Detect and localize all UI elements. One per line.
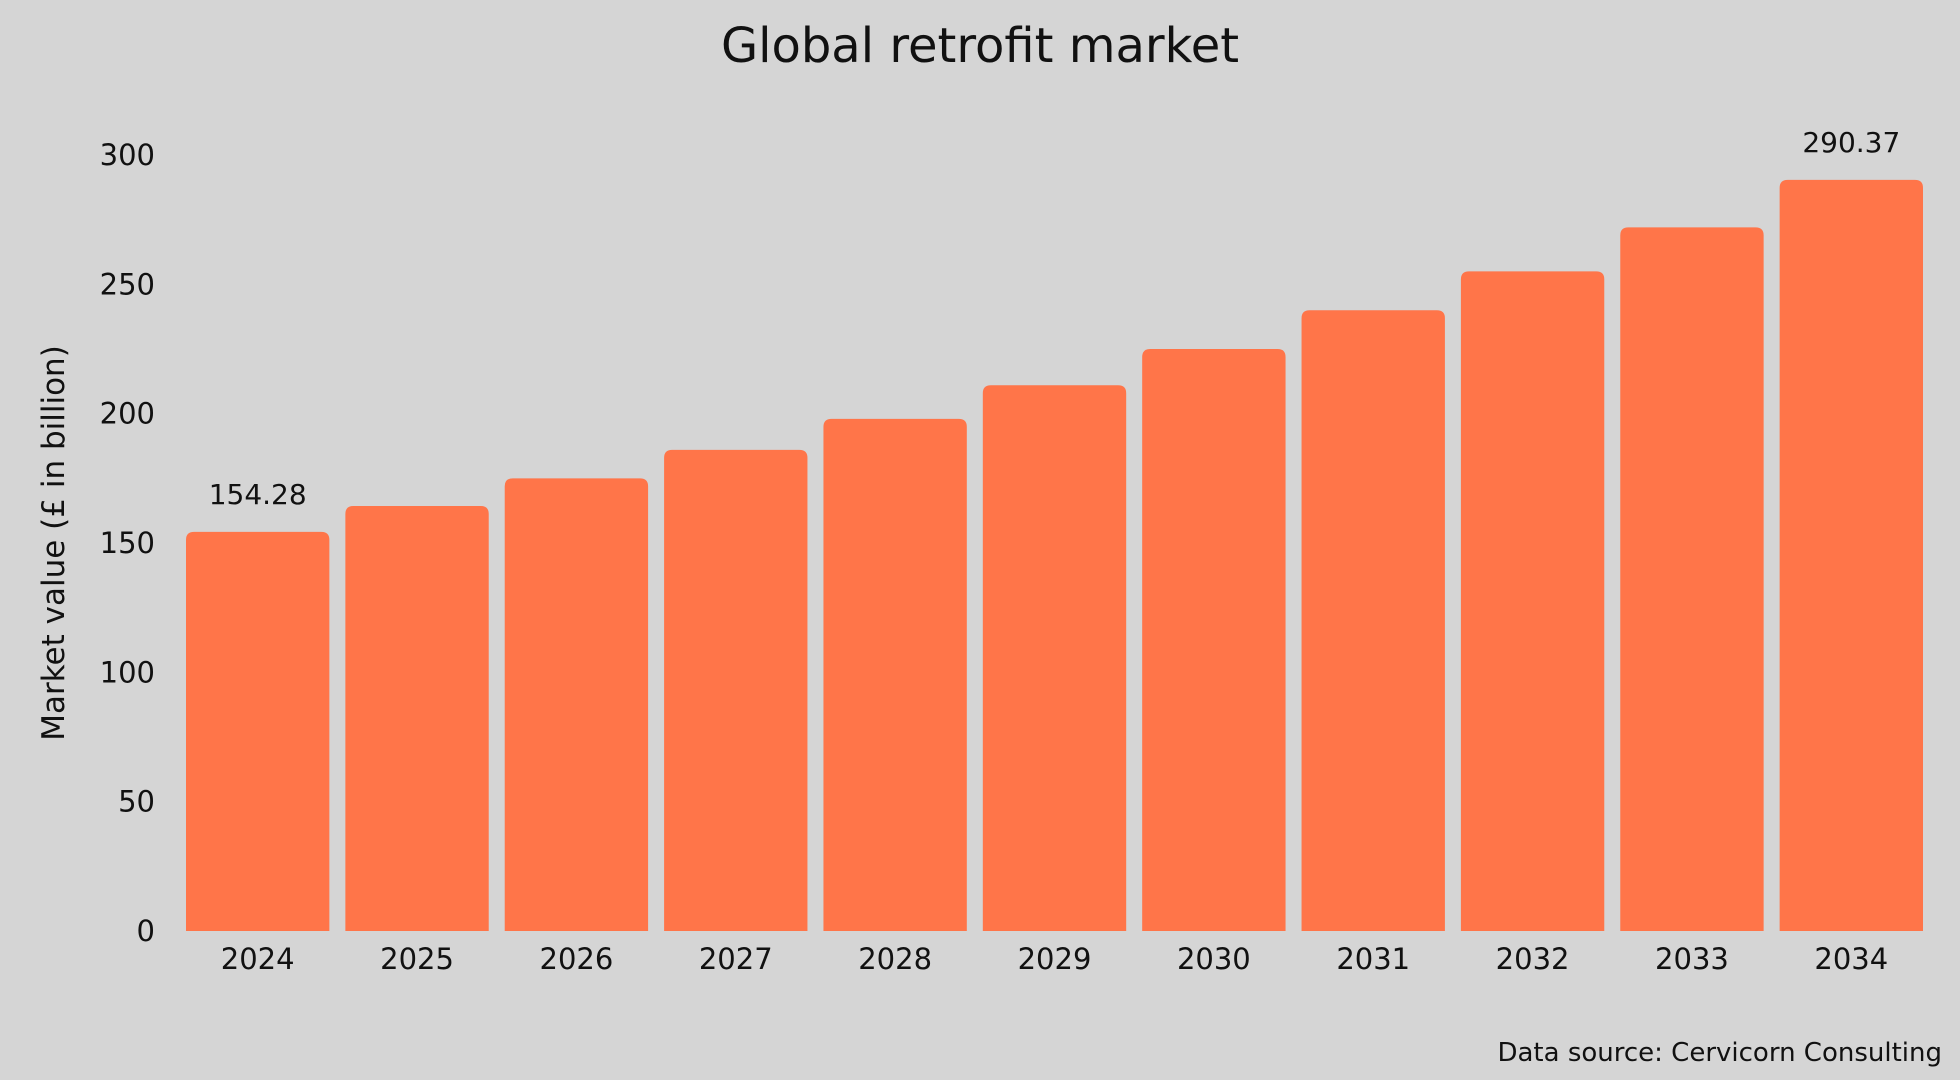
bar-2031	[1301, 310, 1445, 931]
data-label: 154.28	[209, 478, 307, 511]
bar-2032	[1460, 271, 1605, 931]
y-tick-label: 50	[118, 785, 155, 819]
y-tick-label: 100	[100, 655, 155, 689]
x-tick-label: 2034	[1814, 942, 1888, 976]
x-tick-label: 2032	[1496, 942, 1570, 976]
x-tick-label: 2027	[699, 942, 773, 976]
x-tick-label: 2026	[540, 942, 614, 976]
bar-2029	[982, 385, 1127, 931]
y-tick-label: 250	[100, 267, 155, 301]
data-source-note: Data source: Cervicorn Consulting	[1497, 1038, 1942, 1068]
x-tick-label: 2031	[1336, 942, 1410, 976]
chart-title: Global retrofit market	[721, 18, 1239, 74]
y-tick-label: 300	[100, 138, 155, 172]
x-axis-ticks: 2024 2025 2026 2027 2028 2029 2030 2031 2032 2033…	[221, 942, 1888, 976]
x-tick-label: 2028	[858, 942, 932, 976]
bar-2034	[1779, 179, 1923, 931]
y-axis-label: Market value (£ in billion)	[36, 345, 72, 741]
x-tick-label: 2024	[221, 942, 295, 976]
bar-2027	[664, 449, 808, 931]
x-tick-label: 2025	[380, 942, 454, 976]
y-tick-label: 0	[137, 914, 155, 948]
bar-2033	[1620, 227, 1764, 932]
x-tick-label: 2029	[1018, 942, 1092, 976]
bar-2026	[504, 478, 649, 931]
y-axis-ticks: 0 50 100 150 200 250 300	[100, 138, 155, 948]
bar-2030	[1142, 349, 1286, 931]
data-label: 290.37	[1802, 126, 1900, 159]
bars-group	[186, 179, 1923, 932]
y-tick-label: 150	[100, 526, 155, 560]
x-tick-label: 2033	[1655, 942, 1729, 976]
bar-2024	[186, 531, 330, 931]
x-tick-label: 2030	[1177, 942, 1251, 976]
y-tick-label: 200	[100, 397, 155, 431]
bar-2028	[823, 418, 967, 932]
data-labels-group: 154.28 290.37	[209, 126, 1901, 511]
bar-2025	[345, 506, 489, 931]
